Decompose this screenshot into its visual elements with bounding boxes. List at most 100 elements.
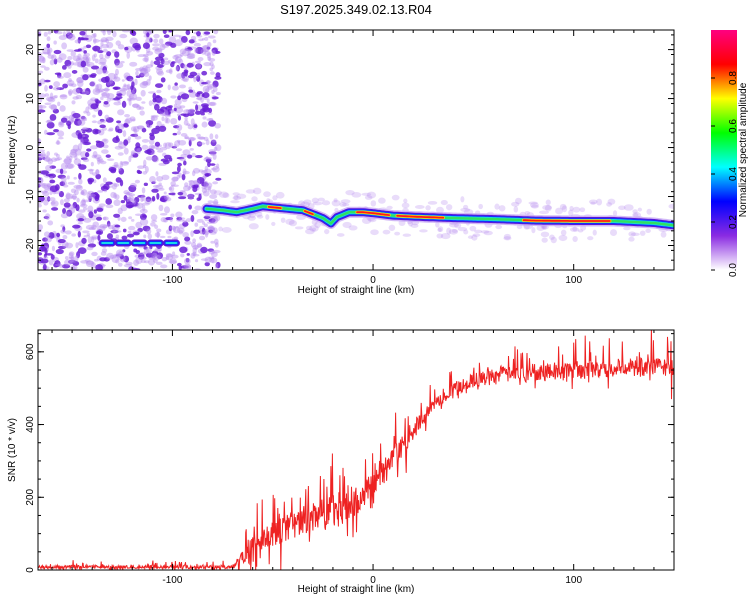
noise-speck	[139, 110, 145, 116]
noise-speck	[77, 53, 82, 61]
noise-speck	[142, 65, 148, 72]
noise-speck	[148, 257, 156, 260]
noise-speck	[57, 238, 66, 244]
noise-speck	[132, 42, 141, 49]
noise-speck	[105, 154, 111, 158]
noise-speck	[60, 229, 66, 234]
noise-speck	[175, 225, 179, 229]
noise-speck	[72, 193, 77, 201]
noise-speck	[160, 97, 168, 105]
noise-speck	[150, 115, 158, 121]
noise-speck	[53, 30, 59, 34]
noise-speck	[155, 125, 160, 130]
noise-speck	[211, 89, 215, 94]
noise-speck	[168, 260, 178, 264]
noise-speck	[163, 34, 170, 39]
noise-speck	[53, 95, 58, 98]
noise-speck	[117, 109, 125, 116]
noise-speck	[115, 40, 121, 46]
noise-speck	[195, 46, 204, 55]
noise-speck	[72, 62, 81, 66]
noise-speck	[192, 247, 197, 254]
noise-speck	[120, 204, 128, 212]
noise-speck	[119, 33, 128, 39]
noise-speck	[544, 204, 552, 212]
noise-speck	[38, 152, 44, 159]
noise-speck	[440, 200, 448, 206]
noise-speck	[212, 153, 217, 160]
snr-y-tick-label: 200	[25, 488, 36, 505]
noise-speck	[101, 91, 107, 97]
noise-speck	[126, 233, 135, 238]
noise-speck	[207, 226, 213, 230]
noise-speck	[121, 79, 125, 82]
noise-speck	[91, 33, 96, 39]
noise-speck	[178, 230, 184, 235]
noise-speck	[180, 153, 188, 158]
noise-speck	[136, 147, 141, 155]
noise-speck	[142, 164, 147, 169]
noise-speck	[143, 66, 151, 73]
noise-speck	[211, 139, 217, 143]
noise-speck	[66, 79, 75, 86]
noise-speck	[623, 204, 634, 211]
noise-speck	[410, 223, 419, 228]
noise-speck	[50, 200, 59, 207]
noise-speck	[559, 203, 567, 210]
noise-speck	[632, 212, 642, 218]
noise-speck	[113, 192, 118, 199]
noise-speck	[193, 76, 197, 83]
noise-speck	[157, 150, 164, 153]
noise-speck	[169, 68, 173, 75]
noise-speck	[47, 52, 52, 56]
noise-speck	[207, 187, 211, 192]
noise-speck	[56, 87, 65, 91]
noise-speck	[192, 245, 200, 250]
noise-speck	[175, 211, 183, 218]
noise-speck	[91, 236, 97, 241]
noise-speck	[190, 118, 195, 126]
noise-speck	[198, 169, 204, 173]
noise-speck	[47, 184, 51, 189]
noise-speck	[60, 162, 68, 170]
noise-speck	[129, 78, 134, 83]
noise-speck	[48, 259, 54, 266]
noise-speck	[67, 34, 76, 41]
noise-speck	[460, 207, 471, 212]
noise-speck	[55, 248, 64, 255]
noise-speck	[100, 96, 104, 101]
snr-panel: -100 0 100 0 200 400 600 Height of straight li…	[7, 329, 675, 595]
noise-speck	[48, 197, 56, 202]
noise-speck	[156, 89, 162, 94]
noise-speck	[38, 157, 43, 161]
noise-speck	[361, 192, 372, 196]
noise-speck	[206, 80, 210, 85]
noise-speck	[176, 156, 185, 160]
noise-speck	[57, 75, 64, 79]
noise-speck	[81, 130, 86, 134]
noise-speck	[102, 66, 107, 74]
noise-speck	[152, 259, 158, 263]
noise-speck	[511, 201, 520, 207]
noise-speck	[188, 180, 195, 186]
noise-speck	[187, 47, 192, 50]
noise-speck	[154, 232, 161, 238]
noise-speck	[151, 116, 155, 122]
noise-speck	[210, 240, 215, 244]
noise-speck	[321, 200, 331, 206]
noise-speck	[46, 182, 52, 188]
noise-speck	[78, 178, 83, 185]
noise-speck	[171, 171, 180, 175]
noise-speck	[437, 226, 444, 233]
noise-speck	[331, 199, 341, 207]
noise-speck	[165, 216, 174, 221]
noise-speck	[88, 195, 92, 203]
noise-speck	[68, 78, 72, 83]
noise-speck	[116, 93, 123, 97]
noise-speck	[637, 207, 643, 212]
noise-speck	[107, 158, 115, 162]
noise-speck	[123, 83, 127, 88]
noise-speck	[77, 143, 83, 151]
noise-speck	[106, 30, 112, 33]
noise-speck	[165, 253, 173, 258]
